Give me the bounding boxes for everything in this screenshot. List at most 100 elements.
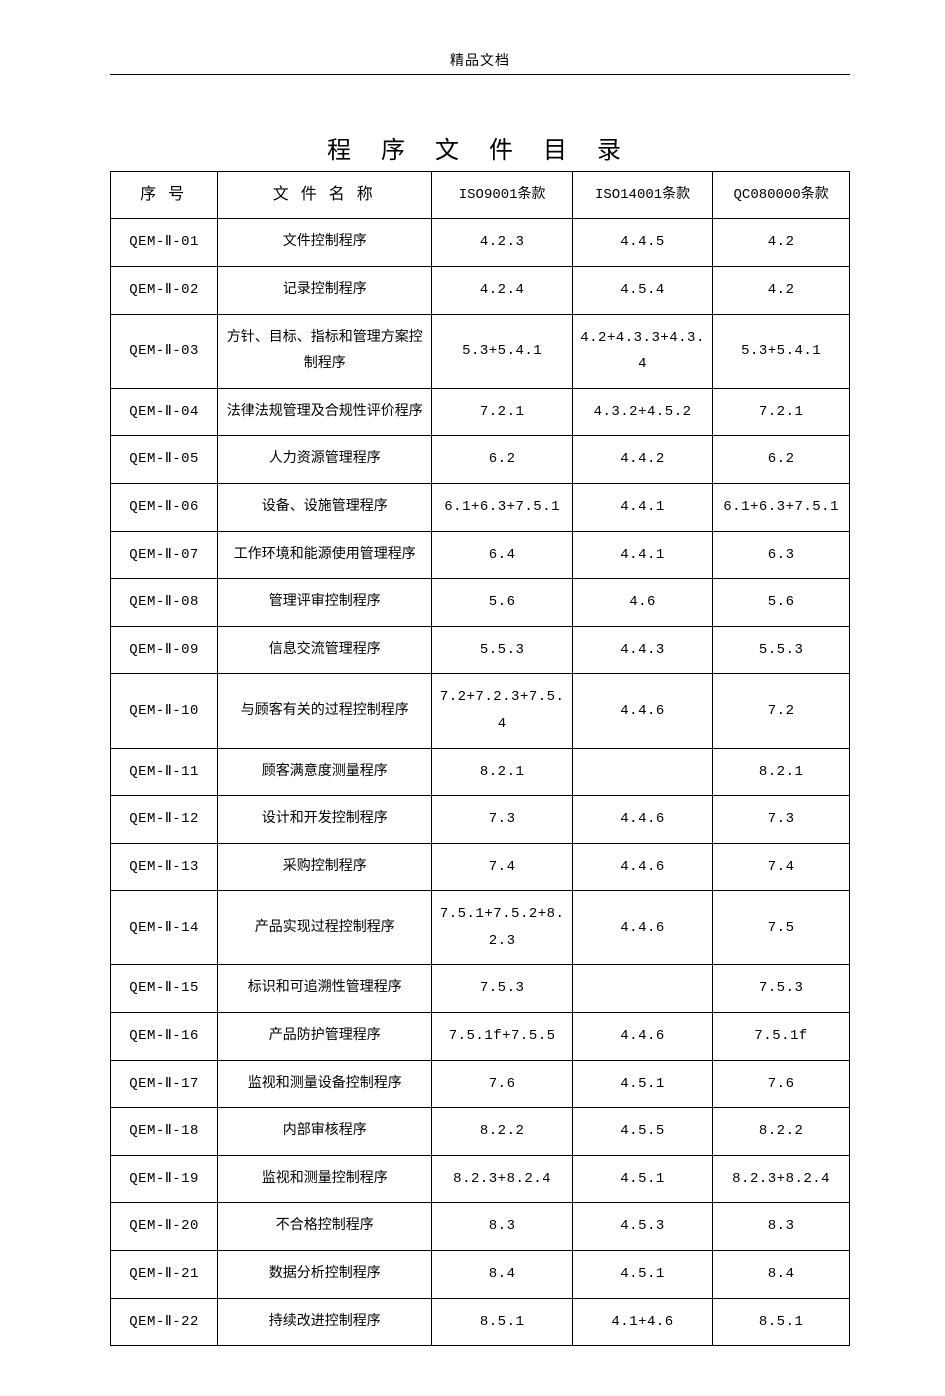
table-cell: 4.4.6 [572, 796, 712, 844]
table-cell: 7.5.1f+7.5.5 [432, 1013, 572, 1061]
table-cell: 采购控制程序 [218, 843, 432, 891]
table-cell: 7.5.1+7.5.2+8.2.3 [432, 891, 572, 965]
table-cell: QEM-Ⅱ-20 [111, 1203, 218, 1251]
table-cell: 7.6 [713, 1060, 850, 1108]
table-cell: 4.5.4 [572, 266, 712, 314]
table-cell: 8.2.3+8.2.4 [713, 1155, 850, 1203]
table-cell: 6.4 [432, 531, 572, 579]
procedure-table: 序 号 文 件 名 称 ISO9001条款 ISO14001条款 QC08000… [110, 171, 850, 1346]
table-cell: 4.4.5 [572, 219, 712, 267]
table-cell: 4.1+4.6 [572, 1298, 712, 1346]
table-row: QEM-Ⅱ-12设计和开发控制程序7.34.4.67.3 [111, 796, 850, 844]
table-cell: 内部审核程序 [218, 1108, 432, 1156]
table-cell: QEM-Ⅱ-03 [111, 314, 218, 388]
table-cell: 6.2 [713, 436, 850, 484]
table-cell: QEM-Ⅱ-08 [111, 579, 218, 627]
table-cell: 7.2+7.2.3+7.5.4 [432, 674, 572, 748]
table-cell: 4.5.1 [572, 1155, 712, 1203]
table-header-row: 序 号 文 件 名 称 ISO9001条款 ISO14001条款 QC08000… [111, 172, 850, 219]
table-row: QEM-Ⅱ-15标识和可追溯性管理程序7.5.37.5.3 [111, 965, 850, 1013]
table-cell: 4.5.1 [572, 1251, 712, 1299]
table-cell: 监视和测量控制程序 [218, 1155, 432, 1203]
table-cell: 标识和可追溯性管理程序 [218, 965, 432, 1013]
table-cell: 8.5.1 [713, 1298, 850, 1346]
table-cell: QEM-Ⅱ-07 [111, 531, 218, 579]
table-row: QEM-Ⅱ-05人力资源管理程序6.24.4.26.2 [111, 436, 850, 484]
table-cell: 8.3 [713, 1203, 850, 1251]
table-cell: 8.2.1 [713, 748, 850, 796]
table-cell: QEM-Ⅱ-16 [111, 1013, 218, 1061]
table-row: QEM-Ⅱ-17监视和测量设备控制程序7.64.5.17.6 [111, 1060, 850, 1108]
table-cell: 5.3+5.4.1 [713, 314, 850, 388]
table-cell: QEM-Ⅱ-11 [111, 748, 218, 796]
table-cell: 法律法规管理及合规性评价程序 [218, 388, 432, 436]
table-row: QEM-Ⅱ-22持续改进控制程序8.5.14.1+4.68.5.1 [111, 1298, 850, 1346]
table-row: QEM-Ⅱ-10与顾客有关的过程控制程序7.2+7.2.3+7.5.44.4.6… [111, 674, 850, 748]
table-cell: 记录控制程序 [218, 266, 432, 314]
table-row: QEM-Ⅱ-20不合格控制程序8.34.5.38.3 [111, 1203, 850, 1251]
table-row: QEM-Ⅱ-06设备、设施管理程序6.1+6.3+7.5.14.4.16.1+6… [111, 483, 850, 531]
table-cell: 8.2.2 [713, 1108, 850, 1156]
col-header-name: 文 件 名 称 [218, 172, 432, 219]
table-cell: 工作环境和能源使用管理程序 [218, 531, 432, 579]
table-row: QEM-Ⅱ-03方针、目标、指标和管理方案控制程序5.3+5.4.14.2+4.… [111, 314, 850, 388]
table-cell: QEM-Ⅱ-10 [111, 674, 218, 748]
table-cell: 8.3 [432, 1203, 572, 1251]
table-row: QEM-Ⅱ-11顾客满意度测量程序8.2.18.2.1 [111, 748, 850, 796]
table-cell: QEM-Ⅱ-04 [111, 388, 218, 436]
table-cell: 顾客满意度测量程序 [218, 748, 432, 796]
table-cell: QEM-Ⅱ-09 [111, 626, 218, 674]
table-cell: 4.2.4 [432, 266, 572, 314]
table-cell: 人力资源管理程序 [218, 436, 432, 484]
table-cell: 产品实现过程控制程序 [218, 891, 432, 965]
table-cell: 5.3+5.4.1 [432, 314, 572, 388]
table-cell: QEM-Ⅱ-05 [111, 436, 218, 484]
table-cell: 4.4.6 [572, 674, 712, 748]
table-row: QEM-Ⅱ-04法律法规管理及合规性评价程序7.2.14.3.2+4.5.27.… [111, 388, 850, 436]
table-cell: 6.1+6.3+7.5.1 [713, 483, 850, 531]
table-cell: 7.2 [713, 674, 850, 748]
table-cell: 持续改进控制程序 [218, 1298, 432, 1346]
table-cell: 4.2.3 [432, 219, 572, 267]
table-cell: QEM-Ⅱ-17 [111, 1060, 218, 1108]
table-cell: QEM-Ⅱ-01 [111, 219, 218, 267]
table-cell: 6.3 [713, 531, 850, 579]
table-cell: 7.2.1 [713, 388, 850, 436]
table-cell: 5.6 [713, 579, 850, 627]
table-row: QEM-Ⅱ-01文件控制程序4.2.34.4.54.2 [111, 219, 850, 267]
header-label: 精品文档 [110, 50, 850, 70]
table-cell: 信息交流管理程序 [218, 626, 432, 674]
table-cell: 方针、目标、指标和管理方案控制程序 [218, 314, 432, 388]
col-header-seq: 序 号 [111, 172, 218, 219]
table-cell: QEM-Ⅱ-02 [111, 266, 218, 314]
table-cell: 7.5.1f [713, 1013, 850, 1061]
table-cell: 监视和测量设备控制程序 [218, 1060, 432, 1108]
table-cell: 管理评审控制程序 [218, 579, 432, 627]
table-cell: 4.2 [713, 266, 850, 314]
table-cell: 5.6 [432, 579, 572, 627]
table-cell: 8.4 [432, 1251, 572, 1299]
table-cell [572, 965, 712, 1013]
table-cell: 不合格控制程序 [218, 1203, 432, 1251]
table-cell: 8.2.2 [432, 1108, 572, 1156]
table-cell: 4.4.2 [572, 436, 712, 484]
table-cell: 4.5.3 [572, 1203, 712, 1251]
table-cell: 4.3.2+4.5.2 [572, 388, 712, 436]
table-cell: 4.5.5 [572, 1108, 712, 1156]
table-cell: 4.5.1 [572, 1060, 712, 1108]
table-cell: 4.6 [572, 579, 712, 627]
col-header-iso14001: ISO14001条款 [572, 172, 712, 219]
table-cell: 4.2+4.3.3+4.3.4 [572, 314, 712, 388]
table-cell: 4.4.1 [572, 531, 712, 579]
table-cell: QEM-Ⅱ-12 [111, 796, 218, 844]
table-row: QEM-Ⅱ-14产品实现过程控制程序7.5.1+7.5.2+8.2.34.4.6… [111, 891, 850, 965]
table-cell: 4.4.6 [572, 843, 712, 891]
table-row: QEM-Ⅱ-16产品防护管理程序7.5.1f+7.5.54.4.67.5.1f [111, 1013, 850, 1061]
table-row: QEM-Ⅱ-13采购控制程序7.44.4.67.4 [111, 843, 850, 891]
table-cell: QEM-Ⅱ-19 [111, 1155, 218, 1203]
table-cell: 8.2.1 [432, 748, 572, 796]
col-header-iso9001: ISO9001条款 [432, 172, 572, 219]
table-cell: 设备、设施管理程序 [218, 483, 432, 531]
table-cell: 6.1+6.3+7.5.1 [432, 483, 572, 531]
table-cell: 7.4 [432, 843, 572, 891]
